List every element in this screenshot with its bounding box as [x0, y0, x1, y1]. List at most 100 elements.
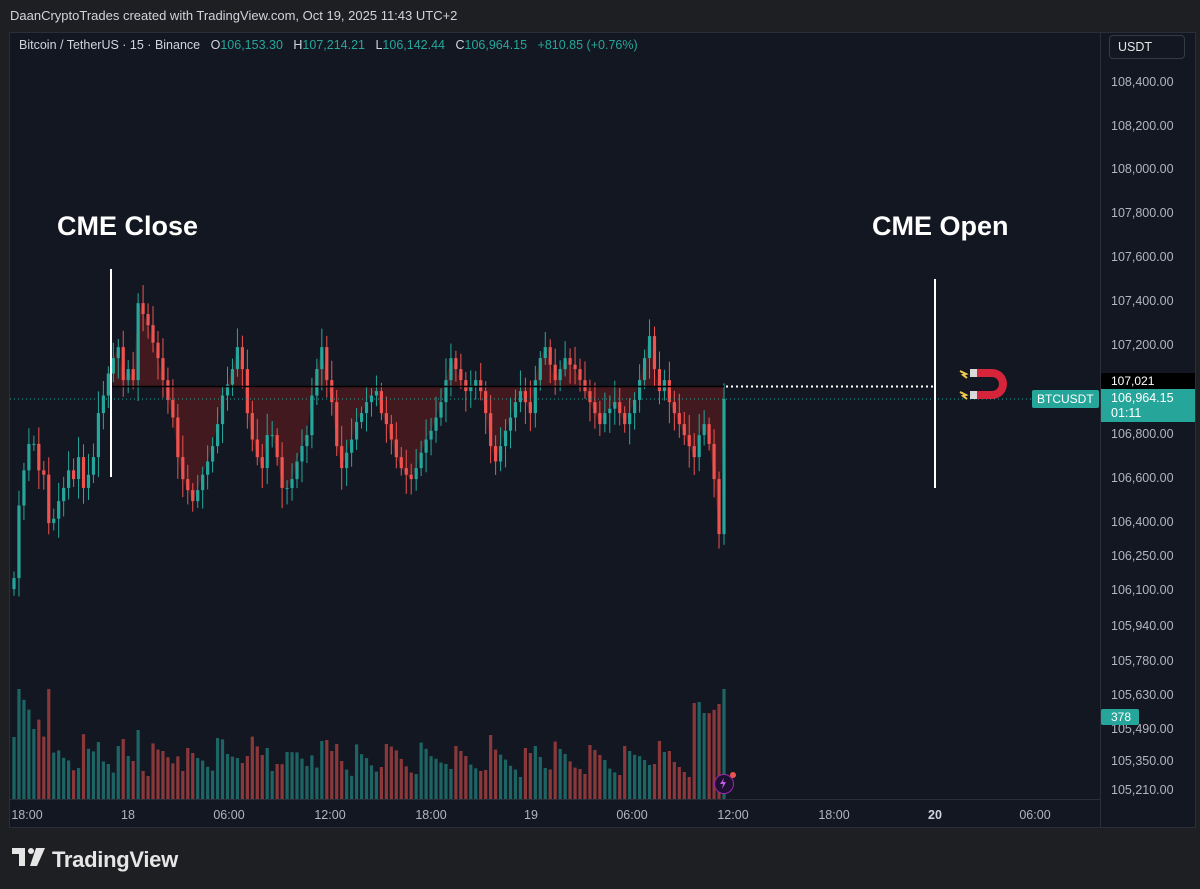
candle-body — [444, 380, 448, 403]
symbol-name[interactable]: Bitcoin / TetherUS · 15 · Binance — [19, 38, 201, 52]
volume-bar — [593, 750, 597, 799]
candle-body — [424, 439, 428, 453]
cme-gap-area — [113, 303, 724, 535]
candle-body — [270, 435, 274, 437]
candle-body — [717, 479, 721, 535]
candle-body — [568, 358, 572, 365]
currency-selector[interactable]: USDT — [1109, 35, 1185, 59]
volume-bar — [126, 756, 130, 799]
y-tick-label: 107,400.00 — [1111, 294, 1174, 308]
candle-body — [479, 380, 483, 392]
volume-bar — [434, 758, 438, 799]
candle-body — [285, 487, 289, 489]
volume-bar — [345, 769, 349, 799]
volume-bar — [449, 769, 453, 799]
y-tick-label: 106,400.00 — [1111, 515, 1174, 529]
time-axis[interactable]: 18:00 18 06:00 12:00 18:00 19 06:00 12:00 18:00 2… — [10, 799, 1100, 827]
candle-body — [171, 399, 175, 418]
volume-bar — [603, 760, 607, 799]
volume-bar — [211, 770, 215, 799]
candle-body — [300, 446, 304, 462]
volume-bar — [275, 764, 279, 799]
candle-body — [558, 369, 562, 381]
volume-bar — [215, 738, 220, 799]
candle-body — [255, 439, 259, 458]
candle-body — [657, 369, 662, 392]
x-tick-label: 18 — [121, 808, 135, 822]
candle-body — [454, 358, 458, 370]
candle-body — [573, 364, 577, 370]
candle-body — [389, 424, 393, 440]
candle-body — [260, 457, 264, 469]
volume-bar — [647, 765, 652, 799]
volume-bar — [409, 772, 413, 799]
y-tick-label: 107,600.00 — [1111, 250, 1174, 264]
candle-body — [652, 336, 657, 370]
symbol-price-tag[interactable]: BTCUSDT — [1032, 390, 1099, 408]
volume-bar — [474, 768, 478, 799]
volume-bar — [171, 763, 175, 799]
candle-body — [484, 391, 488, 414]
y-tick-label: 106,250.00 — [1111, 549, 1174, 563]
candle-body — [608, 408, 612, 414]
candle-body — [76, 457, 81, 480]
candle-body — [464, 380, 468, 392]
volume-bar — [62, 757, 66, 799]
low-value: 106,142.44 — [382, 38, 445, 52]
candle-body — [628, 413, 632, 425]
candle-body — [225, 384, 230, 396]
lightning-icon[interactable] — [714, 772, 736, 794]
volume-bar — [677, 767, 681, 799]
candle-body — [548, 347, 552, 365]
volume-bar — [111, 772, 115, 799]
candle-body — [215, 424, 220, 447]
volume-bar — [176, 756, 180, 799]
candle-body — [379, 391, 384, 414]
candle-body — [667, 380, 671, 403]
candle-body — [265, 435, 269, 469]
candle-body — [201, 474, 205, 491]
candle-body — [374, 391, 379, 396]
candle-body — [136, 303, 140, 381]
last-price-label: 106,964.15 01:11 — [1101, 389, 1195, 422]
volume-bar — [637, 756, 642, 799]
y-tick-label: 107,200.00 — [1111, 338, 1174, 352]
candle-body — [578, 369, 582, 381]
change-value: +810.85 (+0.76%) — [537, 38, 638, 52]
volume-bar — [498, 754, 503, 799]
candle-body — [42, 470, 46, 475]
volume-bar — [12, 737, 16, 799]
volume-bar — [598, 755, 602, 799]
candle-body — [474, 380, 478, 387]
volume-bar — [667, 751, 671, 799]
candle-body — [151, 325, 155, 343]
chart-panel[interactable]: Bitcoin / TetherUS · 15 · Binance O106,1… — [9, 32, 1196, 828]
volume-bar — [657, 741, 662, 799]
candle-body — [161, 358, 165, 381]
x-tick-label: 12:00 — [314, 808, 346, 822]
candle-body — [81, 457, 86, 488]
cme-close-annotation[interactable]: CME Close — [57, 211, 199, 241]
volume-bar — [652, 764, 657, 799]
candle-body — [494, 446, 498, 462]
volume-bar — [687, 777, 691, 799]
candle-body — [707, 424, 711, 444]
x-tick-label: 06:00 — [213, 808, 245, 822]
last-price-value: 106,964.15 — [1111, 391, 1174, 405]
magnet-icon[interactable] — [956, 361, 1012, 407]
volume-bar — [618, 775, 622, 799]
cme-open-annotation[interactable]: CME Open — [872, 211, 1009, 241]
candle-body — [101, 395, 105, 414]
price-chart-canvas[interactable] — [10, 33, 1100, 799]
x-tick-label: 06:00 — [1019, 808, 1051, 822]
candle-body — [240, 347, 244, 370]
low-label: L — [375, 38, 383, 52]
price-axis[interactable]: USDT 108,400.00 108,200.00 108,000.00 107,8… — [1100, 33, 1195, 827]
candle-body — [662, 380, 667, 392]
y-tick-label: 105,630.00 — [1111, 688, 1174, 702]
tradingview-logo-icon — [12, 846, 46, 873]
volume-bar — [52, 752, 56, 799]
volume-bar — [479, 771, 483, 799]
volume-bar — [136, 730, 140, 799]
candle-body — [17, 505, 21, 579]
